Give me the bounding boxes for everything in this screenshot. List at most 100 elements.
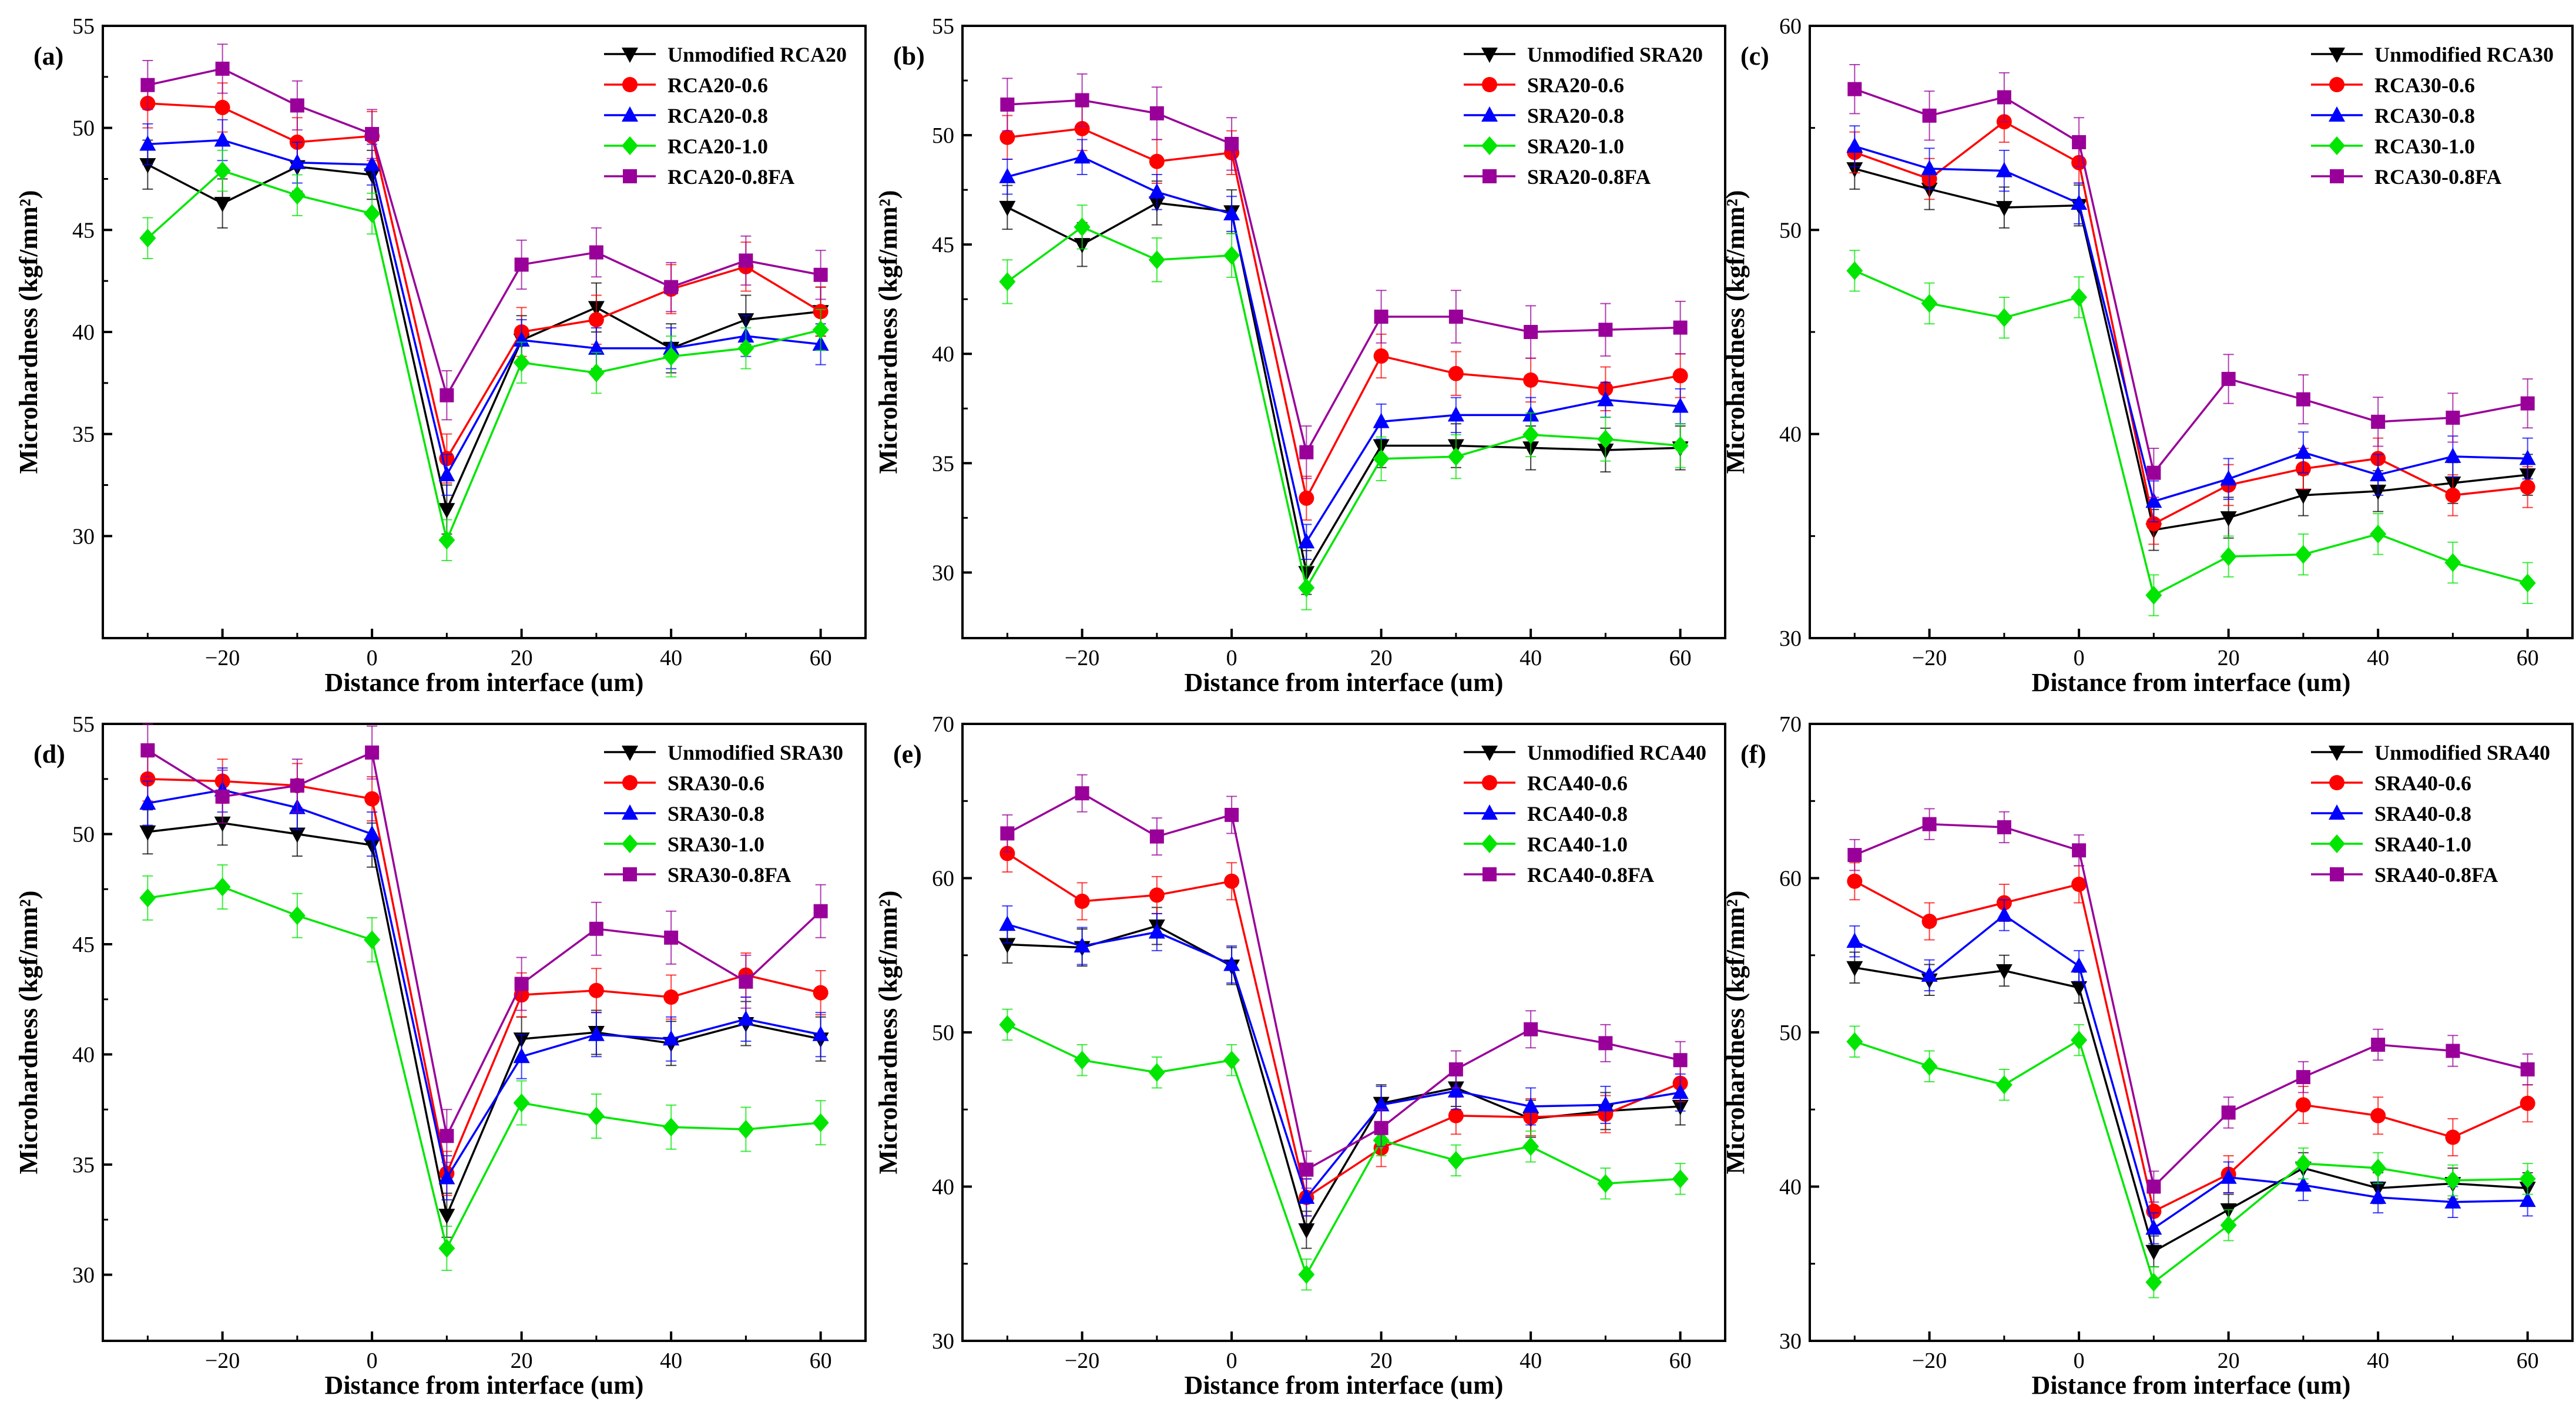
legend-label: RCA30-0.8 [2374, 104, 2475, 128]
x-tick-label: 20 [1370, 1348, 1393, 1373]
series-line [1854, 167, 2528, 531]
data-point [214, 161, 231, 180]
data-point [2220, 1216, 2237, 1235]
data-point [1374, 309, 1388, 324]
data-point [2295, 1097, 2311, 1113]
x-axis-title: Distance from interface (um) [325, 1371, 644, 1400]
series-rca40-0-8 [999, 905, 1689, 1217]
y-tick-label: 30 [1779, 626, 1802, 651]
data-point [737, 338, 754, 358]
panel-label: (c) [1740, 42, 1769, 71]
data-point [2520, 396, 2535, 411]
y-axis-title: Microhardness (kgf/mm²) [14, 190, 43, 474]
data-point [1223, 1051, 1240, 1070]
x-tick-label: 0 [1226, 1348, 1237, 1373]
data-point [2295, 1176, 2312, 1192]
x-tick-label: 0 [367, 646, 378, 670]
data-point [513, 353, 530, 373]
y-tick-label: 40 [932, 1175, 954, 1200]
legend: Unmodified SRA40 SRA40-0.6 SRA40-0.8 SRA40-… [2311, 741, 2550, 887]
data-point [1074, 893, 1090, 909]
data-point [2520, 1062, 2535, 1076]
legend: Unmodified RCA20 RCA20-0.6 RCA20-0.8 RCA20-… [604, 43, 847, 189]
x-tick-label: 60 [810, 1348, 832, 1373]
legend-label: Unmodified SRA20 [1527, 43, 1703, 66]
series-unmodified-sra20 [999, 180, 1689, 595]
data-point [1447, 1150, 1464, 1170]
data-point [364, 825, 381, 841]
chart-panel-a: −20 0 20 40 60 30 35 40 45 50 55 Distance from inte… [14, 14, 867, 697]
x-tick-label: 40 [2367, 1348, 2389, 1373]
series-line [147, 821, 821, 1219]
data-point [1522, 425, 1539, 444]
x-tick-label: −20 [1912, 646, 1947, 670]
data-point [739, 974, 753, 989]
data-point [1997, 820, 2011, 834]
y-tick-label: 55 [72, 14, 95, 39]
data-point [2446, 410, 2460, 425]
data-point [2071, 877, 2087, 892]
data-point [589, 245, 603, 260]
data-point [1598, 323, 1613, 337]
legend-marker [1481, 746, 1498, 761]
y-tick-label: 50 [1779, 1021, 1802, 1045]
data-point [364, 204, 381, 223]
data-point [1225, 807, 1239, 822]
series-sra20-1-0 [999, 204, 1689, 610]
data-point [1149, 153, 1165, 169]
y-axis-title: Microhardness (kgf/mm²) [1721, 891, 1750, 1175]
data-point [1598, 1036, 1613, 1051]
legend-label: Unmodified SRA30 [668, 741, 843, 764]
data-point [2145, 1219, 2162, 1235]
legend-marker [1481, 106, 1498, 122]
series-line [1007, 923, 1681, 1200]
data-point [2519, 1192, 2536, 1207]
data-point [365, 745, 380, 760]
data-point [2072, 843, 2087, 858]
series-line [147, 102, 821, 462]
data-point [1223, 246, 1240, 265]
data-point [663, 1118, 680, 1137]
data-point [1597, 1174, 1614, 1193]
data-point [999, 167, 1016, 183]
data-point [999, 129, 1015, 145]
data-point [214, 197, 231, 213]
series-line [147, 169, 821, 544]
data-point [2371, 414, 2386, 429]
x-tick-label: −20 [205, 646, 240, 670]
y-axis-title: Microhardness (kgf/mm²) [874, 190, 903, 474]
data-point [2071, 957, 2088, 973]
data-point [1075, 93, 1089, 108]
data-point [588, 1025, 605, 1041]
data-point [2444, 1193, 2461, 1209]
y-tick-label: 30 [72, 1263, 95, 1288]
data-point [999, 1015, 1016, 1034]
series-line [147, 139, 821, 478]
data-point [1074, 120, 1090, 136]
data-point [1846, 137, 1863, 153]
series-line [1854, 967, 2528, 1253]
data-point [1374, 1121, 1388, 1135]
data-point [812, 1025, 829, 1041]
data-point [1921, 160, 1938, 176]
data-point [812, 1113, 829, 1132]
data-point [214, 816, 231, 832]
legend-marker [622, 106, 638, 122]
data-point [364, 930, 381, 950]
chart-panel-d: −20 0 20 40 60 30 35 40 45 50 55 Distance from inte… [14, 712, 867, 1400]
data-point [588, 363, 605, 383]
data-point [1223, 205, 1240, 221]
data-point [999, 846, 1015, 861]
legend-marker [2329, 136, 2345, 155]
data-point [999, 938, 1016, 954]
legend-marker [622, 746, 638, 761]
x-tick-label: 60 [1669, 1348, 1692, 1373]
data-point [139, 158, 156, 174]
legend-marker [622, 48, 638, 63]
series-line [1854, 270, 2528, 597]
data-point [1000, 97, 1015, 112]
data-point [2295, 545, 2312, 564]
chart-panel-e: −20 0 20 40 60 30 40 50 60 70 Distance from interf… [874, 712, 1726, 1400]
series-rca30-1-0 [1846, 250, 2536, 616]
data-point [1922, 108, 1937, 123]
